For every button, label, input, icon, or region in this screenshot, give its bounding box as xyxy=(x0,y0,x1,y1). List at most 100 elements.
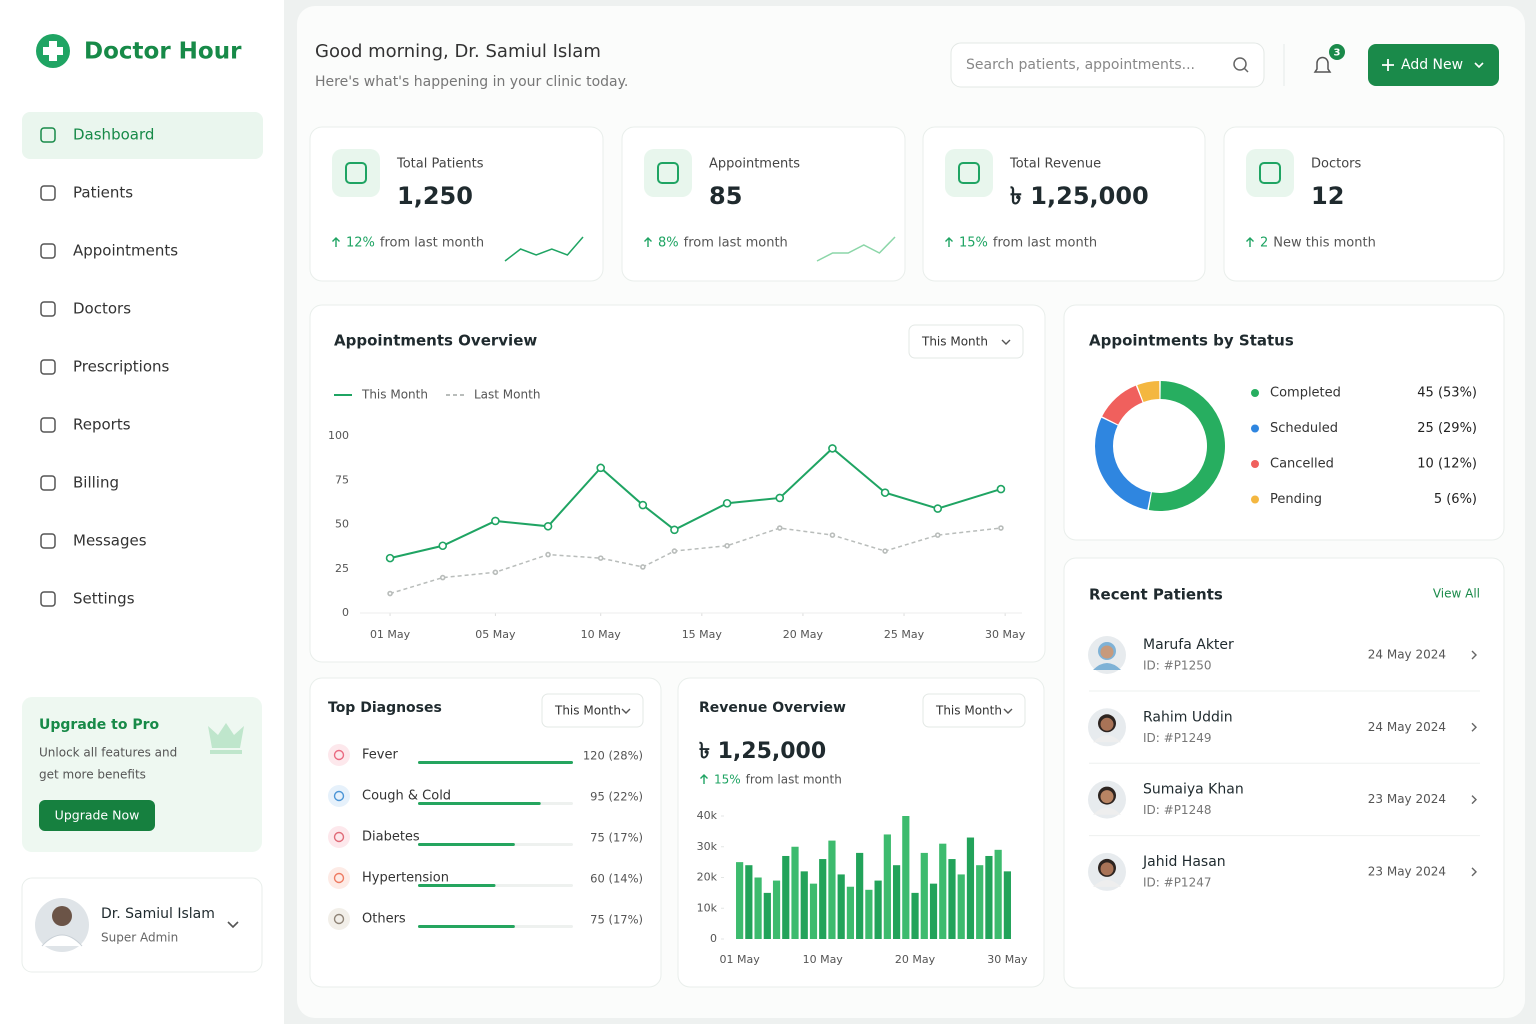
bar xyxy=(745,865,753,939)
chevron[interactable] xyxy=(1471,722,1477,732)
stat-value: 1,250 xyxy=(397,182,473,210)
legend-label: This Month xyxy=(361,388,428,402)
bar xyxy=(754,877,762,939)
legend-label: Last Month xyxy=(474,388,540,402)
add-new-button[interactable] xyxy=(1368,44,1499,86)
value-label: 25 (29%) xyxy=(1417,421,1477,436)
nav-icon xyxy=(40,359,56,375)
upgrade-button[interactable] xyxy=(39,800,155,831)
nav-item[interactable]: Reports xyxy=(73,416,131,434)
nav-item[interactable]: Billing xyxy=(73,474,119,492)
point xyxy=(828,444,837,453)
x-tick-label: 10 May xyxy=(803,953,844,966)
nav-item[interactable]: Prescriptions xyxy=(73,358,169,376)
point xyxy=(671,548,678,554)
point xyxy=(829,532,836,538)
value-label: 95 (22%) xyxy=(590,790,643,804)
bar xyxy=(837,874,845,939)
nav-item[interactable]: Dashboard xyxy=(73,126,154,144)
bar xyxy=(976,865,984,939)
point xyxy=(933,504,943,513)
avatar-face xyxy=(1100,717,1114,731)
stat-change: 12% xyxy=(346,236,375,251)
y-tick-label: 25 xyxy=(335,562,349,575)
dropdown-label: This Month xyxy=(921,335,988,349)
bar xyxy=(994,849,1002,939)
stat-change: 15% xyxy=(959,236,988,251)
patient-name: Rahim Uddin xyxy=(1143,709,1233,725)
stat-icon xyxy=(644,149,692,197)
avatar-body xyxy=(1093,807,1121,815)
diagnosis-icon xyxy=(328,908,350,930)
arrow-up xyxy=(332,237,340,247)
point xyxy=(880,488,890,497)
diagnosis-icon-glyph xyxy=(333,790,345,802)
nav-item[interactable]: Appointments xyxy=(73,242,178,260)
chevron[interactable] xyxy=(1471,867,1477,877)
stat-icon-glyph xyxy=(958,162,980,184)
point xyxy=(545,551,551,558)
nav-icon xyxy=(40,301,56,317)
diagnosis-icon-glyph xyxy=(333,913,345,925)
legend-dot xyxy=(1251,389,1259,397)
x-tick-label: 10 May xyxy=(581,628,622,641)
stat-label: Doctors xyxy=(1311,157,1362,172)
chevron xyxy=(1003,708,1013,714)
dropdown[interactable] xyxy=(541,693,644,728)
point xyxy=(491,516,500,526)
bar xyxy=(957,874,965,939)
patient-date: 24 May 2024 xyxy=(1368,720,1446,734)
dropdown-label: This Month xyxy=(554,704,621,718)
stat-note: from last month xyxy=(993,236,1097,251)
overview-card xyxy=(309,304,1046,663)
sidebar xyxy=(0,0,284,1024)
patient-id: ID: #P1249 xyxy=(1143,731,1211,745)
value-label: 75 (17%) xyxy=(590,831,643,845)
dropdown[interactable] xyxy=(922,693,1026,728)
crown xyxy=(208,723,244,748)
bar xyxy=(819,859,827,939)
bar xyxy=(865,889,873,939)
diagnosis-icon xyxy=(328,785,350,807)
chevron[interactable] xyxy=(1471,795,1477,805)
user-card xyxy=(21,877,263,973)
avatar-face xyxy=(1100,790,1114,804)
stat-icon xyxy=(1246,149,1294,197)
legend-dot xyxy=(1251,495,1259,504)
x-tick-label: 20 May xyxy=(783,628,824,641)
status-card xyxy=(1063,304,1505,541)
value-label: 45 (53%) xyxy=(1417,386,1477,401)
search-placeholder: Search patients, appointments... xyxy=(966,57,1195,73)
y-tick-label: 75 xyxy=(335,473,349,486)
subtitle: Here's what's happening in your clinic t… xyxy=(315,74,628,90)
view-all[interactable]: View All xyxy=(1433,587,1480,601)
diagnosis-icon xyxy=(328,744,350,766)
nav-icon xyxy=(40,475,56,491)
arrow-up xyxy=(1246,237,1254,247)
point xyxy=(776,525,783,531)
arrow-up xyxy=(945,237,953,247)
dropdown[interactable] xyxy=(908,324,1024,359)
bell[interactable] xyxy=(1313,56,1332,73)
y-tick-label: 40k xyxy=(697,809,718,822)
x-tick-label: 01 May xyxy=(370,628,411,641)
point xyxy=(439,574,446,581)
nav-icon xyxy=(40,185,56,201)
nav-item[interactable]: Doctors xyxy=(73,300,131,318)
greeting: Good morning, Dr. Samiul Islam xyxy=(315,41,601,62)
legend-dot xyxy=(1251,460,1259,468)
nav-item[interactable]: Settings xyxy=(73,590,135,608)
bar xyxy=(418,802,541,805)
avatar-head xyxy=(52,906,72,926)
chevron[interactable] xyxy=(1471,650,1477,660)
diagnosis-name: Diabetes xyxy=(362,830,420,845)
search-box[interactable] xyxy=(950,42,1265,88)
user-name: Dr. Samiul Islam xyxy=(101,906,215,922)
x-tick-label: 30 May xyxy=(985,628,1026,641)
upgrade-title: Upgrade to Pro xyxy=(39,717,160,733)
nav-item[interactable]: Patients xyxy=(73,184,133,202)
nav-item[interactable]: Messages xyxy=(73,532,147,550)
diagnoses-card xyxy=(309,677,662,988)
avatar-body xyxy=(1093,735,1121,743)
